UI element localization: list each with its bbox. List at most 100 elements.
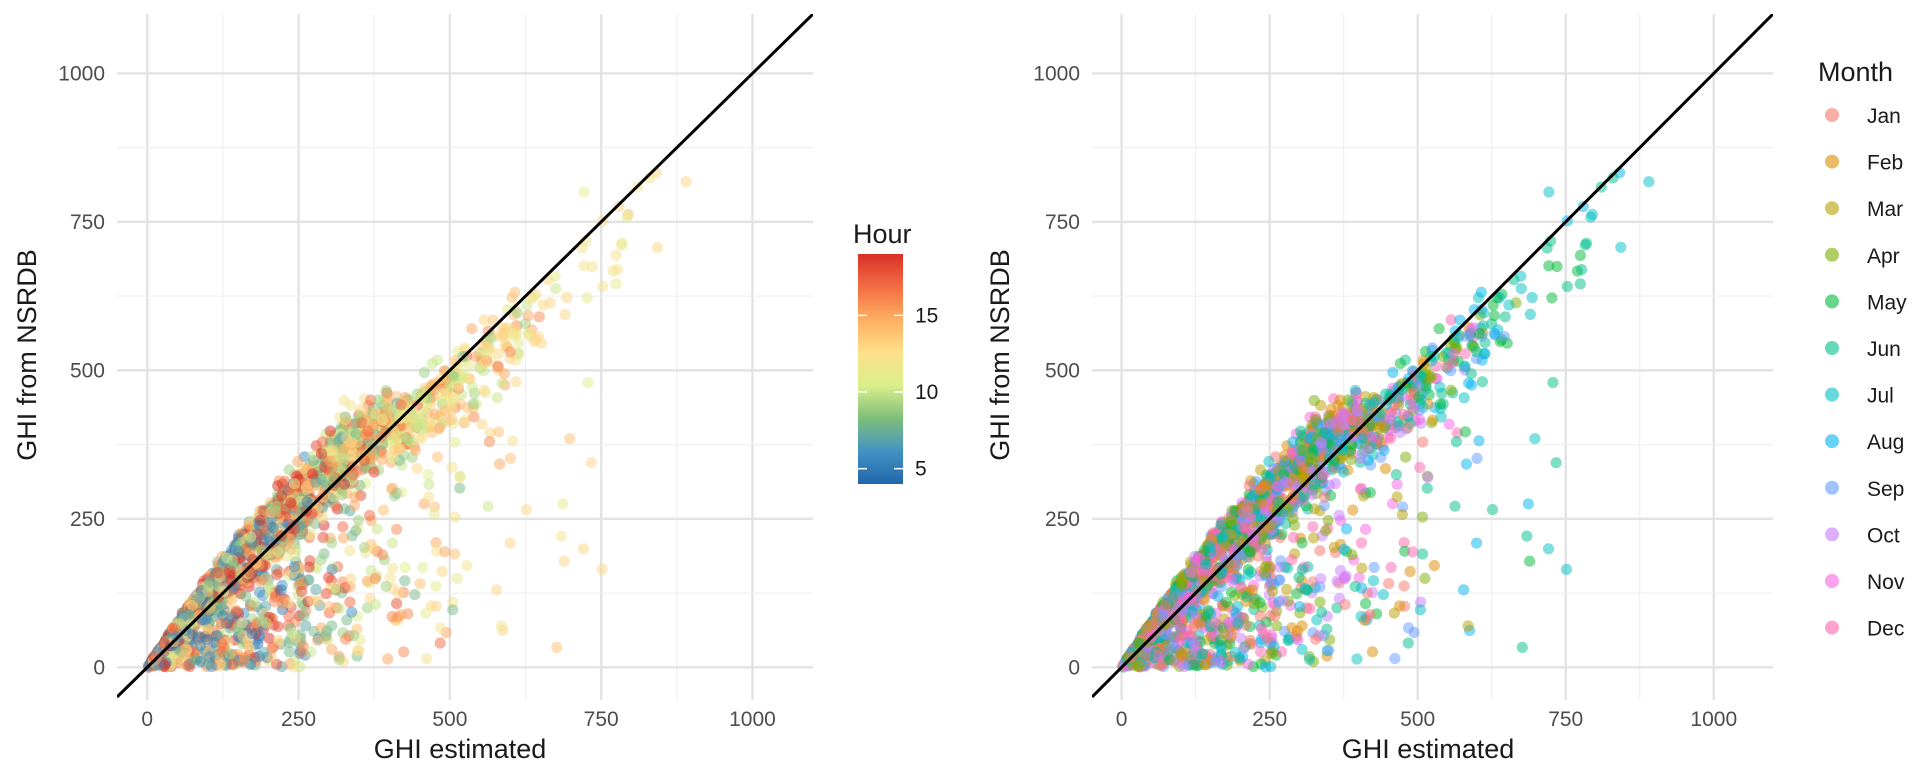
data-point xyxy=(391,598,403,610)
data-point xyxy=(1394,357,1406,370)
data-point xyxy=(409,421,421,433)
month-legend: Month JanFebMarAprMayJunJulAugSepOctNovD… xyxy=(1818,57,1907,641)
data-point xyxy=(1274,574,1286,586)
data-point xyxy=(1421,482,1433,494)
data-point xyxy=(1218,628,1230,640)
data-point xyxy=(1346,549,1358,561)
legend-label: Jan xyxy=(1867,105,1901,128)
data-point xyxy=(680,176,692,188)
x-tick-label: 500 xyxy=(432,708,467,731)
data-point xyxy=(349,491,361,503)
data-point xyxy=(1449,500,1461,512)
x-axis-title: GHI estimated xyxy=(1342,734,1515,764)
data-point xyxy=(446,413,458,425)
data-point xyxy=(338,394,350,407)
data-point xyxy=(1433,323,1445,335)
legend-swatch xyxy=(1825,341,1839,355)
data-point xyxy=(1546,292,1558,304)
data-point xyxy=(327,490,340,502)
data-point xyxy=(315,448,328,460)
data-point xyxy=(557,498,569,510)
data-point xyxy=(1547,376,1559,389)
data-point xyxy=(323,571,335,584)
data-point xyxy=(1277,594,1289,606)
legend-label: May xyxy=(1867,291,1907,314)
data-point xyxy=(1387,366,1399,379)
data-point xyxy=(479,357,491,369)
data-point xyxy=(1515,283,1527,295)
data-point xyxy=(449,511,461,523)
data-point xyxy=(585,457,598,469)
data-point xyxy=(484,427,496,439)
data-point xyxy=(466,381,479,393)
y-tick-label: 250 xyxy=(70,508,105,531)
data-point xyxy=(1260,561,1272,573)
data-point xyxy=(422,468,434,481)
data-point xyxy=(1353,572,1365,584)
data-point xyxy=(1394,427,1406,439)
data-point xyxy=(327,444,339,456)
data-point xyxy=(226,659,238,671)
data-point xyxy=(326,537,338,549)
data-point xyxy=(1414,461,1426,473)
data-point xyxy=(182,659,194,672)
data-point xyxy=(1607,172,1619,184)
data-point xyxy=(1291,625,1303,637)
data-point xyxy=(1379,463,1392,475)
colorbar xyxy=(858,254,903,484)
data-point xyxy=(533,331,545,343)
data-point xyxy=(368,543,380,556)
data-point xyxy=(1295,425,1307,437)
data-point xyxy=(1488,310,1500,322)
y-tick-label: 0 xyxy=(1068,656,1080,679)
data-point xyxy=(439,402,451,414)
data-point xyxy=(434,637,446,649)
data-point xyxy=(1293,571,1305,584)
data-point xyxy=(1473,328,1485,340)
data-point xyxy=(348,499,360,512)
data-point xyxy=(286,627,298,639)
data-point xyxy=(459,414,471,426)
data-point xyxy=(483,436,496,448)
data-point xyxy=(1543,186,1555,198)
data-point xyxy=(555,530,568,542)
data-point xyxy=(1448,348,1460,360)
data-point xyxy=(296,585,308,598)
data-point xyxy=(373,394,385,406)
data-point xyxy=(380,384,392,397)
data-point xyxy=(1422,471,1434,483)
data-point xyxy=(345,436,357,449)
data-point xyxy=(1239,522,1251,534)
legend-label: Feb xyxy=(1867,152,1903,175)
data-point xyxy=(1196,648,1209,660)
data-point xyxy=(1286,448,1298,460)
data-point xyxy=(496,377,508,389)
data-point xyxy=(1314,596,1326,608)
data-point xyxy=(1396,508,1408,521)
data-point xyxy=(1339,573,1351,585)
data-point xyxy=(1446,357,1458,369)
data-point xyxy=(344,545,356,557)
data-point xyxy=(1291,588,1303,600)
data-point xyxy=(344,596,356,608)
data-point xyxy=(1174,623,1186,635)
data-point xyxy=(1378,421,1390,433)
data-point xyxy=(1445,314,1457,326)
data-point xyxy=(1257,627,1269,639)
data-point xyxy=(451,572,463,585)
data-point xyxy=(561,291,573,304)
data-point xyxy=(1427,414,1439,426)
legend-label: Sep xyxy=(1867,478,1904,501)
y-tick-label: 500 xyxy=(1045,359,1080,382)
data-point xyxy=(395,609,407,621)
data-point xyxy=(426,357,438,370)
data-point xyxy=(321,625,333,637)
y-tick-label: 1000 xyxy=(1033,62,1080,85)
data-point xyxy=(1298,490,1310,502)
legend-swatch xyxy=(1825,154,1839,169)
data-point xyxy=(1407,546,1419,558)
legend-label: Aug xyxy=(1867,431,1904,454)
data-point xyxy=(1333,509,1345,522)
